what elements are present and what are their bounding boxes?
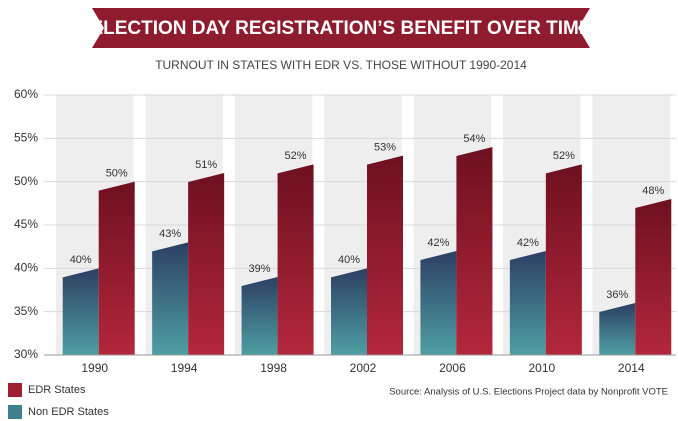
y-tick-label: 30% xyxy=(14,347,38,361)
source-note: Source: Analysis of U.S. Elections Proje… xyxy=(389,387,668,398)
y-tick-label: 60% xyxy=(14,87,38,101)
data-label: 39% xyxy=(249,263,271,275)
bar xyxy=(599,303,636,355)
chart-title: ELECTION DAY REGISTRATION’S BENEFIT OVER… xyxy=(90,18,591,39)
x-tick-label: 1994 xyxy=(171,361,198,375)
data-label: 43% xyxy=(159,228,181,240)
bar xyxy=(509,251,546,355)
bar xyxy=(277,164,314,355)
x-tick-label: 1990 xyxy=(81,361,108,375)
data-label: 42% xyxy=(427,237,449,249)
data-label: 40% xyxy=(338,254,360,266)
data-label: 53% xyxy=(374,142,396,154)
bar xyxy=(456,147,493,355)
data-label: 42% xyxy=(517,237,539,249)
bar xyxy=(331,268,367,355)
data-label: 50% xyxy=(106,168,128,180)
legend-swatch xyxy=(8,405,22,419)
bar xyxy=(367,155,403,355)
bar xyxy=(545,164,582,355)
data-label: 52% xyxy=(553,150,575,162)
y-tick-label: 40% xyxy=(14,261,38,275)
y-tick-label: 50% xyxy=(14,174,38,188)
x-tick-label: 2006 xyxy=(439,361,466,375)
x-tick-label: 2002 xyxy=(350,361,377,375)
x-tick-label: 1998 xyxy=(260,361,287,375)
data-label: 52% xyxy=(285,150,307,162)
title-banner xyxy=(92,8,590,48)
bar xyxy=(241,277,278,355)
data-label: 40% xyxy=(70,254,92,266)
data-label: 51% xyxy=(195,159,217,171)
x-tick-label: 2014 xyxy=(618,361,645,375)
bar xyxy=(62,268,99,355)
bar xyxy=(188,173,225,355)
data-label: 54% xyxy=(463,133,485,145)
bar xyxy=(635,199,672,355)
x-tick-label: 2010 xyxy=(529,361,556,375)
y-tick-label: 35% xyxy=(14,304,38,318)
legend-label: EDR States xyxy=(28,384,86,396)
bar xyxy=(152,242,189,355)
bar xyxy=(98,181,135,355)
legend-label: Non EDR States xyxy=(28,406,109,418)
chart-subtitle: TURNOUT IN STATES WITH EDR VS. THOSE WIT… xyxy=(155,58,527,72)
y-tick-label: 45% xyxy=(14,217,38,231)
legend-swatch xyxy=(8,383,22,397)
bar xyxy=(420,251,457,355)
data-label: 48% xyxy=(642,185,664,197)
data-label: 36% xyxy=(606,289,628,301)
y-tick-label: 55% xyxy=(14,131,38,145)
